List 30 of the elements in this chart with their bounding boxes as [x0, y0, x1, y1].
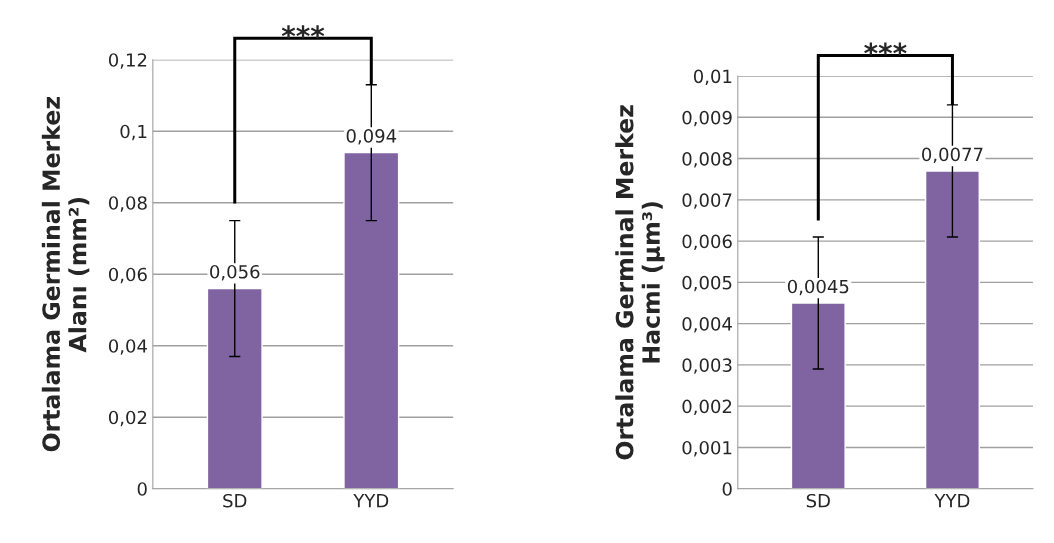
y-axis-title: Ortalama Germinal Merkez Hacmi (µm³) [615, 105, 665, 460]
y-tick-label: 0,002 [682, 399, 732, 416]
y-tick-label: 0,04 [108, 339, 147, 355]
y-axis-title: Ortalama Germinal Merkez Alanı (mm²) [41, 97, 90, 452]
y-tick-label: 0,02 [108, 410, 147, 427]
data-label: 0,0077 [922, 147, 983, 164]
y-tick-label: 0,001 [682, 440, 732, 457]
y-tick-label: 0,005 [682, 275, 732, 292]
x-tick-label: SD [223, 493, 247, 508]
y-tick-label: 0,1 [120, 124, 147, 141]
y-tick-label: 0,06 [108, 267, 147, 284]
text: *** [281, 25, 325, 39]
y-tick-label: 0,08 [108, 196, 147, 212]
y-tick-label: 0,004 [682, 317, 732, 333]
y-tick-label: 0,12 [108, 53, 147, 69]
data-label: 0,0045 [787, 279, 849, 296]
y-tick-label: 0,003 [682, 358, 732, 374]
x-tick-label: YYD [934, 494, 970, 508]
y-tick-label: 0 [137, 482, 147, 496]
x-tick-label: SD [806, 493, 830, 508]
x-tick-label: YYD [353, 494, 389, 508]
y-tick-label: 0,009 [682, 110, 732, 127]
y-tick-label: 0,006 [682, 234, 732, 251]
text: *** [864, 42, 907, 56]
y-tick-label: 0 [722, 482, 732, 496]
y-tick-label: 0,01 [693, 69, 732, 85]
data-label: 0,056 [210, 264, 260, 281]
y-tick-label: 0,008 [682, 152, 732, 168]
y-tick-label: 0,007 [682, 193, 732, 209]
data-label: 0,094 [346, 129, 397, 145]
